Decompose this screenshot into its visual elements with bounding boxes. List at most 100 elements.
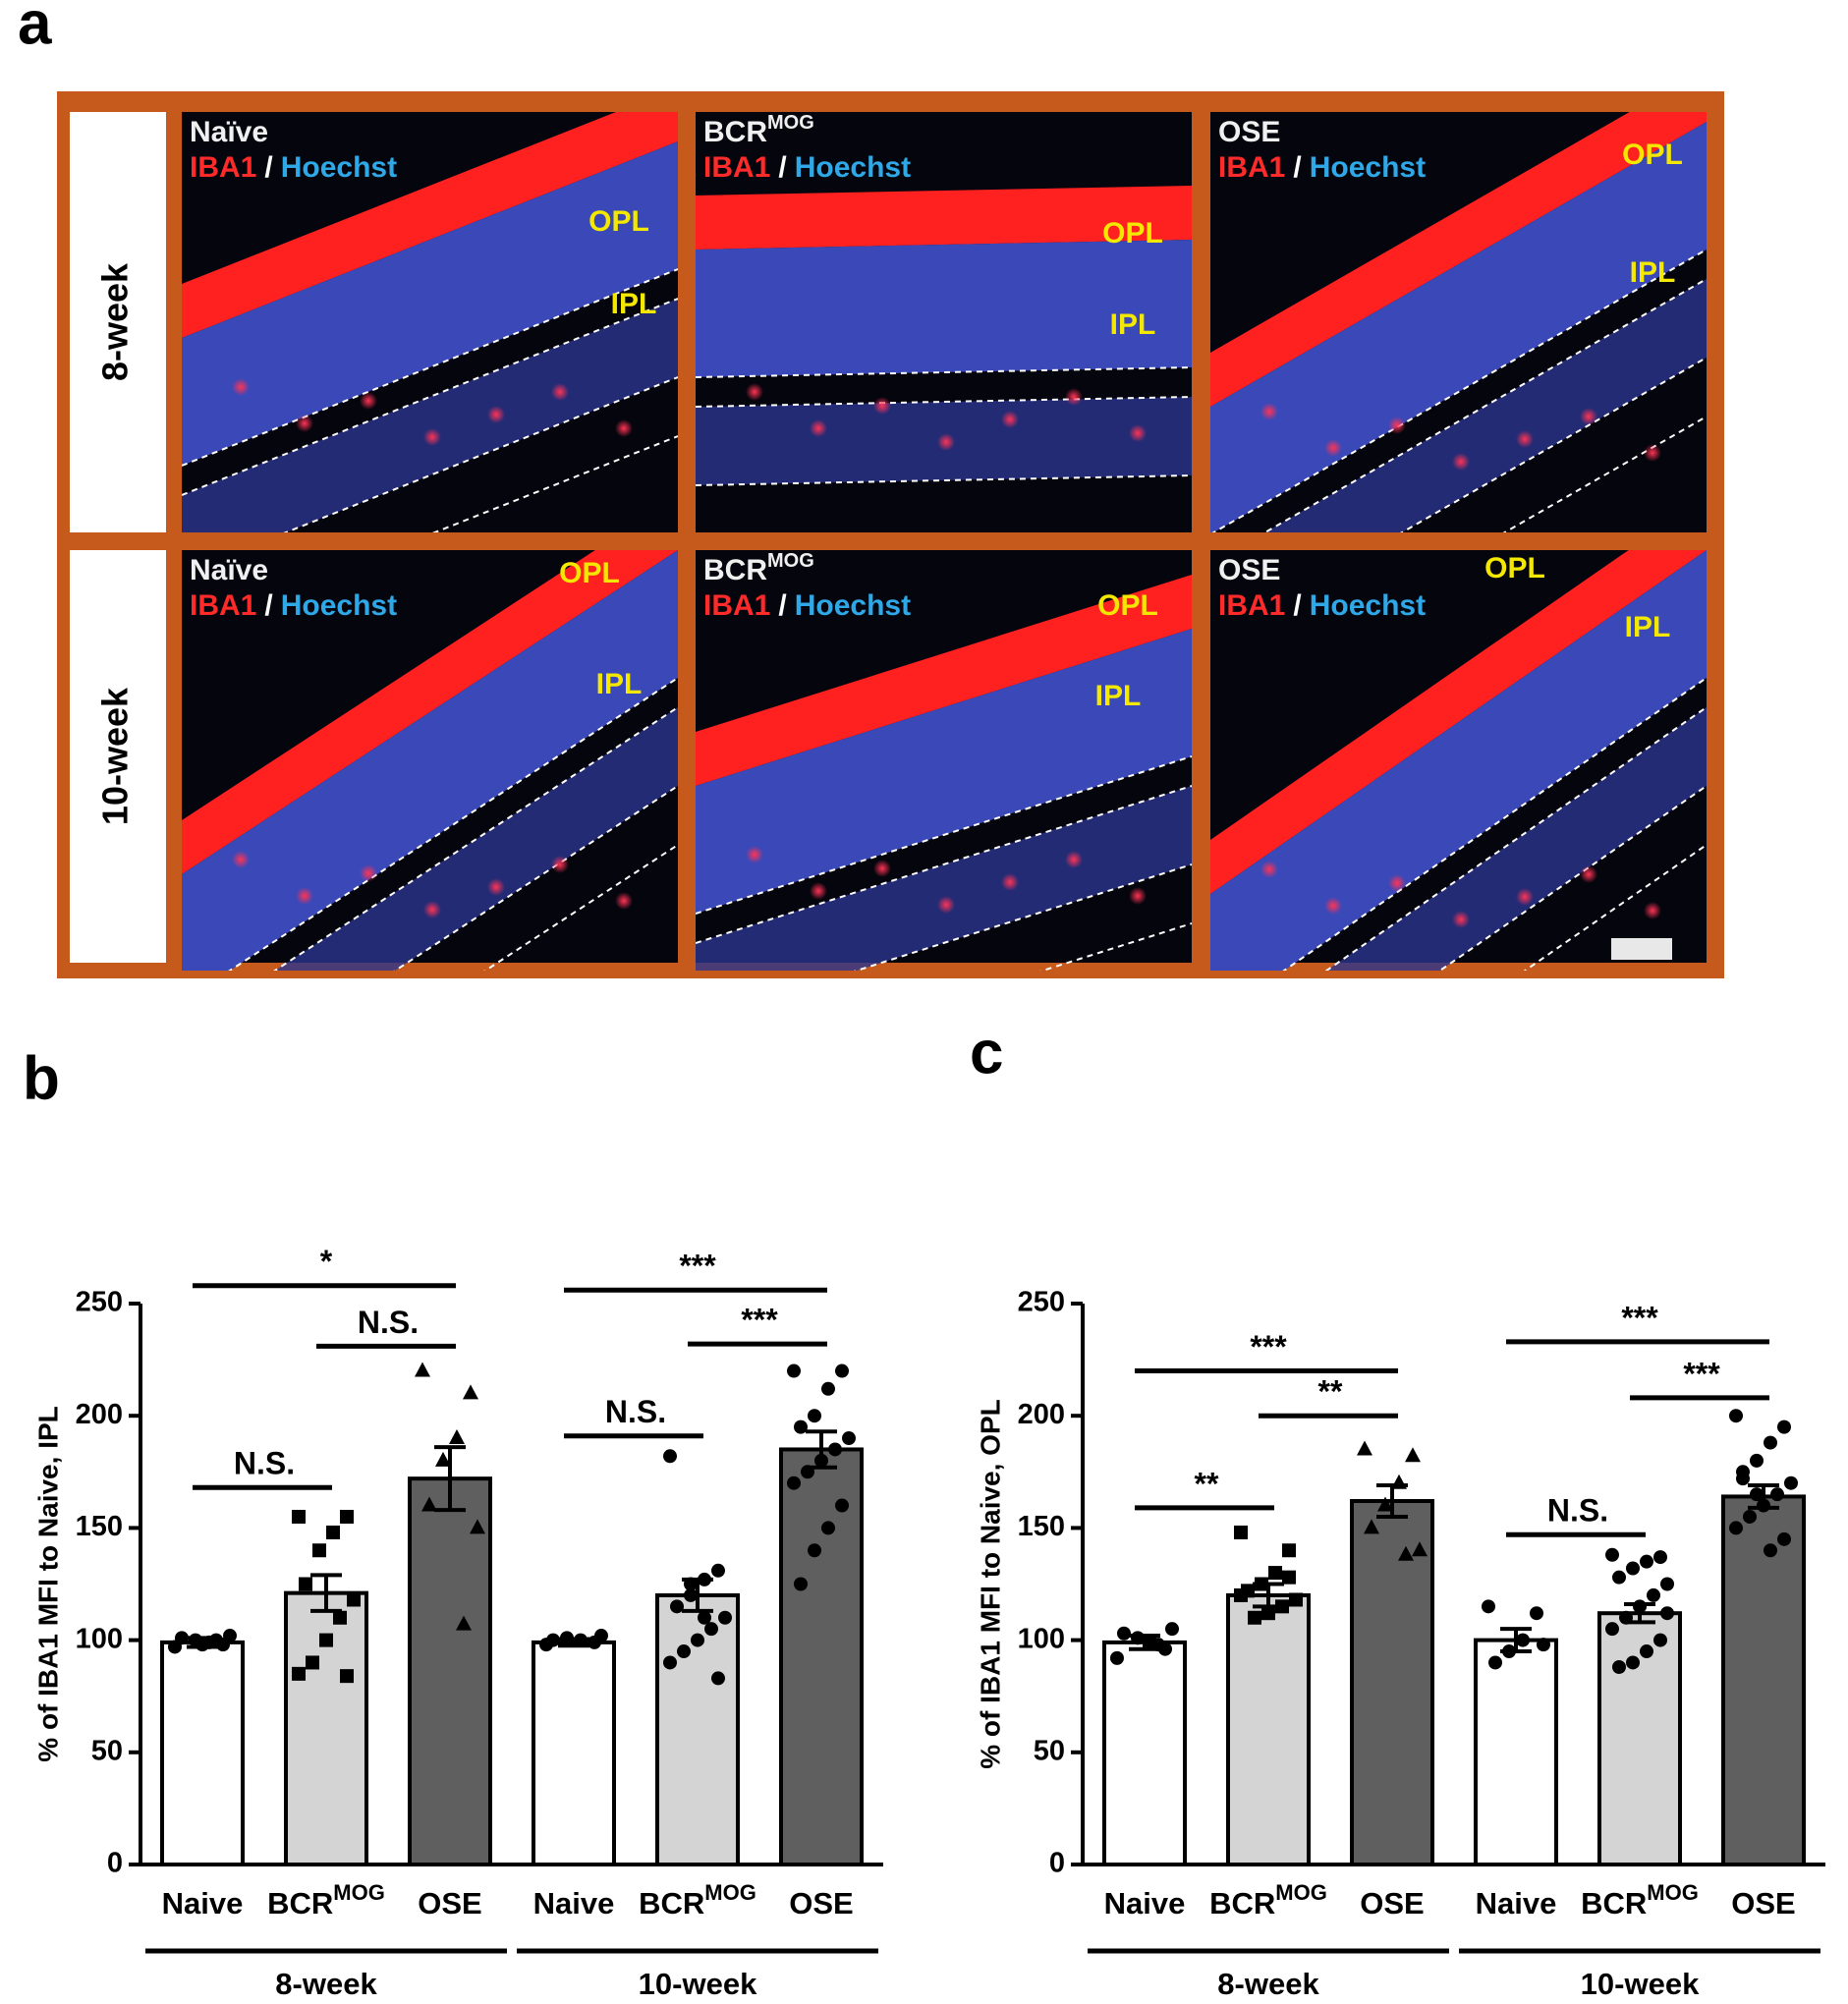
data-point — [1364, 1519, 1379, 1534]
data-point — [1640, 1644, 1653, 1659]
data-point — [663, 1655, 677, 1670]
row-label-box — [70, 550, 166, 963]
x-tick-label: BCRMOG — [1581, 1880, 1699, 1920]
bar — [408, 1476, 492, 1866]
significance-label: *** — [1621, 1300, 1658, 1335]
data-point — [456, 1615, 472, 1631]
data-point — [1605, 1622, 1619, 1637]
data-point — [1530, 1606, 1543, 1621]
data-point — [292, 1509, 306, 1524]
significance-label: *** — [679, 1249, 716, 1284]
data-point — [223, 1629, 237, 1643]
data-point — [1502, 1644, 1516, 1659]
data-point — [1488, 1655, 1502, 1670]
iba1-speck — [873, 397, 891, 415]
layer-label: IPL — [596, 668, 643, 700]
data-point — [787, 1364, 801, 1378]
data-point — [1612, 1660, 1626, 1675]
data-point — [1729, 1521, 1743, 1535]
iba1-speck — [746, 846, 763, 863]
layer-boundary — [1039, 922, 1192, 971]
layer-boundary — [696, 755, 1192, 915]
blue-band — [696, 240, 1192, 377]
bar — [1350, 1498, 1434, 1866]
iba1-speck — [615, 892, 633, 910]
layer-label: OPL — [1484, 552, 1545, 584]
iba1-speck — [810, 419, 827, 437]
data-point — [704, 1622, 718, 1637]
data-point — [312, 1543, 326, 1558]
blue-band — [182, 299, 678, 532]
stain-text: Hoechst — [795, 151, 911, 184]
stain-text: Hoechst — [795, 589, 911, 622]
x-tick-label: Naive — [162, 1886, 244, 1920]
x-tick-label-sup: MOG — [1647, 1880, 1699, 1905]
error-bar — [434, 1445, 466, 1513]
group-label: 10-week — [1581, 1967, 1700, 2001]
data-point — [794, 1420, 808, 1434]
data-point — [698, 1572, 711, 1586]
x-tick-label-text: BCR — [639, 1886, 704, 1920]
iba1-speck — [1065, 388, 1083, 406]
layer-label: OPL — [1102, 217, 1163, 250]
image-title-sup: MOG — [767, 112, 814, 134]
data-point — [684, 1577, 698, 1591]
data-point — [1770, 1487, 1784, 1502]
layer-label: IPL — [1630, 256, 1676, 289]
data-point — [470, 1519, 485, 1534]
blue-band — [1210, 550, 1707, 971]
bar — [532, 1640, 616, 1867]
x-tick-label: BCRMOG — [267, 1880, 385, 1920]
panel-label: c — [970, 1019, 1003, 1086]
significance-label: *** — [1683, 1356, 1720, 1391]
iba1-speck — [1452, 911, 1470, 928]
x-tick-label: OSE — [418, 1886, 481, 1920]
data-point — [698, 1610, 711, 1625]
x-tick-label: OSE — [1731, 1886, 1795, 1920]
layer-boundary — [696, 396, 1192, 408]
row-label: 10-week — [95, 687, 136, 825]
iba1-speck — [487, 878, 505, 896]
blue-band — [182, 141, 678, 466]
data-point — [1405, 1447, 1421, 1463]
data-point — [684, 1587, 698, 1602]
data-point — [1750, 1487, 1764, 1502]
red-band — [696, 186, 1192, 250]
stain-text: IBA1 — [190, 589, 256, 622]
data-point — [1640, 1554, 1653, 1569]
bar — [160, 1640, 245, 1867]
data-point — [347, 1592, 361, 1607]
data-point — [1357, 1440, 1372, 1456]
data-point — [835, 1364, 849, 1378]
blue-band — [182, 550, 678, 971]
red-band — [1210, 112, 1707, 407]
iba1-speck — [1001, 411, 1019, 428]
stain-text: Hoechst — [281, 589, 397, 622]
iba1-speck — [1388, 874, 1406, 892]
y-axis-label: % of IBA1 MFI to Naive, IPL — [32, 1406, 63, 1761]
image-title: Naïve — [190, 116, 268, 148]
panel-label: b — [23, 1044, 60, 1112]
iba1-speck — [1260, 403, 1278, 420]
y-tick-label: 250 — [1018, 1287, 1065, 1318]
y-tick-label: 250 — [76, 1287, 123, 1318]
data-point — [1282, 1570, 1296, 1585]
iba1-speck — [487, 406, 505, 423]
layer-label: IPL — [611, 288, 657, 320]
data-point — [1117, 1626, 1131, 1641]
group-label: 8-week — [1217, 1967, 1319, 2001]
stain-label: IBA1/Hoechst — [1218, 151, 1426, 184]
data-point — [1626, 1655, 1640, 1670]
iba1-speck — [1065, 851, 1083, 868]
data-point — [828, 1442, 842, 1457]
layer-label: OPL — [1097, 589, 1158, 622]
layer-label: IPL — [1095, 680, 1142, 712]
data-point — [209, 1633, 223, 1647]
row-label-box — [70, 112, 166, 532]
significance-label: N.S. — [358, 1305, 419, 1340]
image-title-sup: MOG — [767, 550, 814, 572]
data-point — [1234, 1525, 1248, 1539]
